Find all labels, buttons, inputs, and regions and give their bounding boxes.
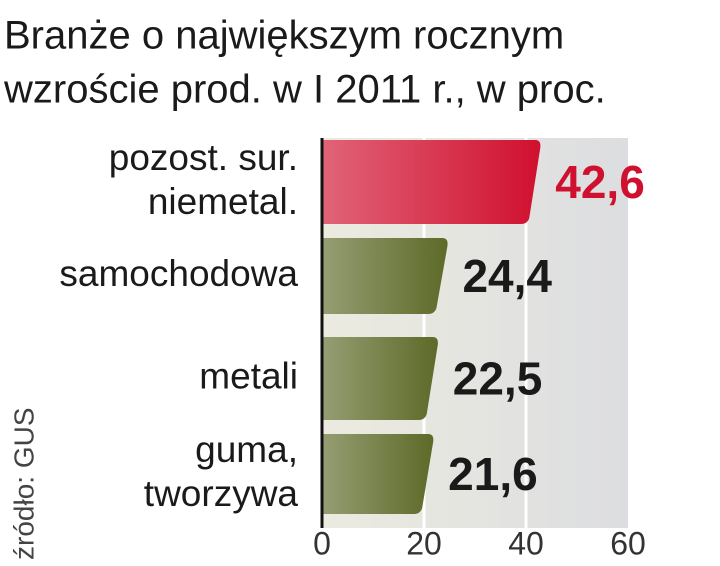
y-tick-label: samochodowa — [59, 253, 298, 294]
chart-title: Branże o największym rocznym — [4, 14, 564, 58]
value-label: 21,6 — [448, 448, 538, 500]
bar-shade — [322, 238, 448, 314]
source: źródło: GUS — [8, 408, 39, 561]
y-tick-label: tworzywa — [144, 473, 299, 514]
x-tick-label: 40 — [508, 525, 544, 561]
bar-shade — [322, 140, 541, 224]
x-tick-label: 20 — [406, 525, 442, 561]
x-tick-label: 60 — [610, 525, 646, 561]
value-label: 24,4 — [462, 250, 552, 302]
y-tick-label: pozost. sur. — [109, 137, 298, 178]
x-tick-label: 0 — [313, 525, 331, 561]
value-label: 22,5 — [453, 353, 543, 405]
bar-shade — [322, 337, 438, 420]
y-tick-label: metali — [199, 355, 298, 396]
chart-title: wzroście prod. w I 2011 r., w proc. — [3, 68, 606, 112]
value-label: 42,6 — [555, 156, 645, 208]
y-tick-label: niemetal. — [148, 181, 298, 222]
bar-shade — [322, 434, 434, 514]
y-tick-label: guma, — [195, 429, 298, 470]
